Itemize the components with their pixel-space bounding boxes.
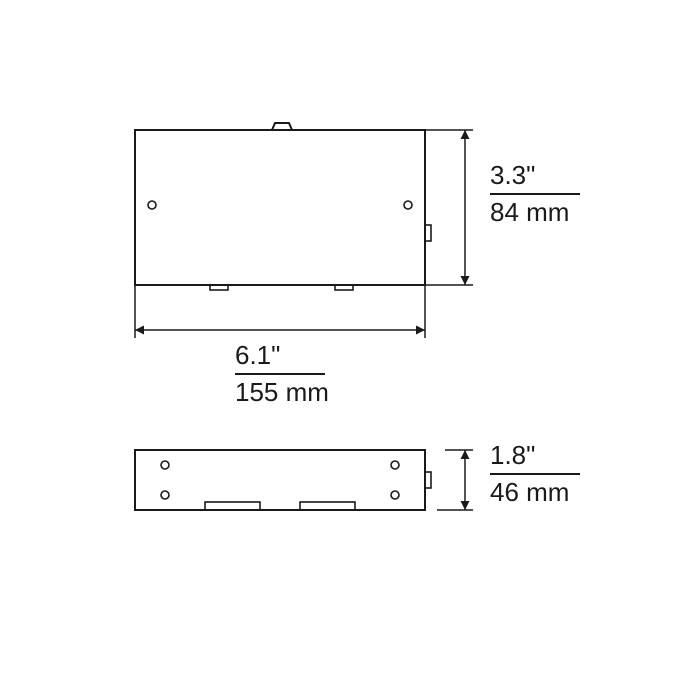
dim-width-label: 6.1" 155 mm	[235, 340, 329, 408]
dim-depth-label: 1.8" 46 mm	[490, 440, 580, 508]
dim-depth-underline	[490, 473, 580, 475]
dim-depth-mm: 46 mm	[490, 477, 580, 508]
dim-width-underline	[235, 373, 325, 375]
dim-depth-inches: 1.8"	[490, 440, 580, 471]
dim-width-mm: 155 mm	[235, 377, 329, 408]
dim-width-inches: 6.1"	[235, 340, 329, 371]
dim-height-mm: 84 mm	[490, 197, 580, 228]
dim-height-label: 3.3" 84 mm	[490, 160, 580, 228]
technical-drawing	[0, 0, 700, 700]
dim-height-underline	[490, 193, 580, 195]
dim-height-inches: 3.3"	[490, 160, 580, 191]
